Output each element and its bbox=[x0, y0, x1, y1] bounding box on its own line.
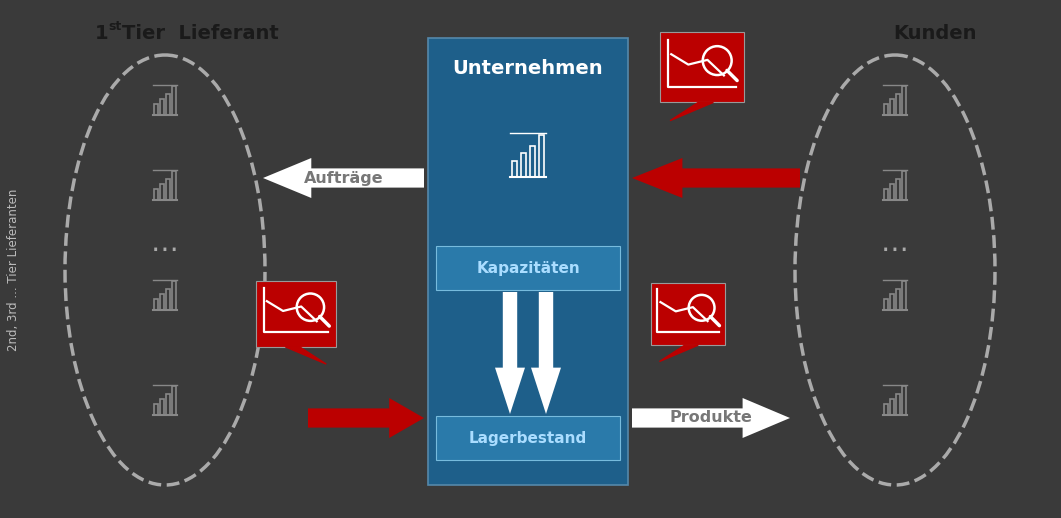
FancyArrow shape bbox=[530, 292, 561, 414]
Bar bbox=[167, 179, 170, 200]
Bar bbox=[890, 294, 893, 310]
Text: Kunden: Kunden bbox=[893, 24, 976, 43]
Bar bbox=[897, 179, 900, 200]
Bar bbox=[902, 281, 906, 310]
Bar bbox=[890, 99, 893, 115]
Bar bbox=[154, 405, 158, 415]
Bar bbox=[154, 104, 158, 115]
Bar bbox=[436, 246, 620, 290]
Bar bbox=[172, 171, 176, 200]
Bar bbox=[167, 394, 170, 415]
Text: Lagerbestand: Lagerbestand bbox=[469, 431, 587, 447]
Bar bbox=[884, 104, 888, 115]
Bar bbox=[650, 283, 726, 345]
Text: Aufträge: Aufträge bbox=[676, 170, 755, 185]
Bar bbox=[154, 299, 158, 310]
Bar bbox=[512, 161, 518, 177]
Bar bbox=[160, 184, 163, 200]
Text: ⋯: ⋯ bbox=[881, 236, 909, 264]
FancyArrow shape bbox=[263, 158, 424, 198]
Polygon shape bbox=[285, 347, 326, 364]
Polygon shape bbox=[660, 345, 698, 362]
Text: Unternehmen: Unternehmen bbox=[453, 59, 604, 78]
Bar bbox=[902, 171, 906, 200]
Text: Aufträge: Aufträge bbox=[303, 170, 383, 185]
Text: Produkte: Produkte bbox=[669, 410, 752, 425]
Bar bbox=[521, 153, 526, 177]
Text: ⋯: ⋯ bbox=[151, 236, 179, 264]
Bar bbox=[172, 281, 176, 310]
Bar bbox=[890, 399, 893, 415]
Bar bbox=[172, 386, 176, 415]
Bar bbox=[529, 146, 535, 177]
Bar bbox=[897, 94, 900, 115]
Bar bbox=[167, 94, 170, 115]
Bar bbox=[902, 386, 906, 415]
Text: 2nd, 3rd ... Tier Lieferanten: 2nd, 3rd ... Tier Lieferanten bbox=[7, 189, 20, 351]
FancyArrow shape bbox=[632, 158, 800, 198]
Bar bbox=[660, 33, 744, 103]
Bar bbox=[257, 281, 335, 347]
Bar bbox=[154, 189, 158, 200]
Text: 1: 1 bbox=[95, 24, 108, 43]
Text: st: st bbox=[108, 20, 121, 33]
FancyArrow shape bbox=[495, 292, 525, 414]
Bar bbox=[884, 189, 888, 200]
Bar bbox=[436, 416, 620, 460]
Bar bbox=[884, 299, 888, 310]
Bar bbox=[897, 289, 900, 310]
Bar bbox=[902, 87, 906, 115]
Text: Tier  Lieferant: Tier Lieferant bbox=[122, 24, 279, 43]
FancyArrow shape bbox=[632, 398, 790, 438]
Bar bbox=[428, 38, 628, 485]
Text: Material: Material bbox=[329, 410, 403, 425]
Bar bbox=[167, 289, 170, 310]
Bar bbox=[160, 294, 163, 310]
Bar bbox=[884, 405, 888, 415]
Polygon shape bbox=[671, 103, 713, 121]
Bar bbox=[897, 394, 900, 415]
Text: Kapazitäten: Kapazitäten bbox=[476, 262, 580, 277]
Bar bbox=[160, 99, 163, 115]
Bar bbox=[539, 135, 544, 177]
FancyArrow shape bbox=[308, 398, 424, 438]
Bar bbox=[890, 184, 893, 200]
Bar bbox=[172, 87, 176, 115]
Bar bbox=[160, 399, 163, 415]
